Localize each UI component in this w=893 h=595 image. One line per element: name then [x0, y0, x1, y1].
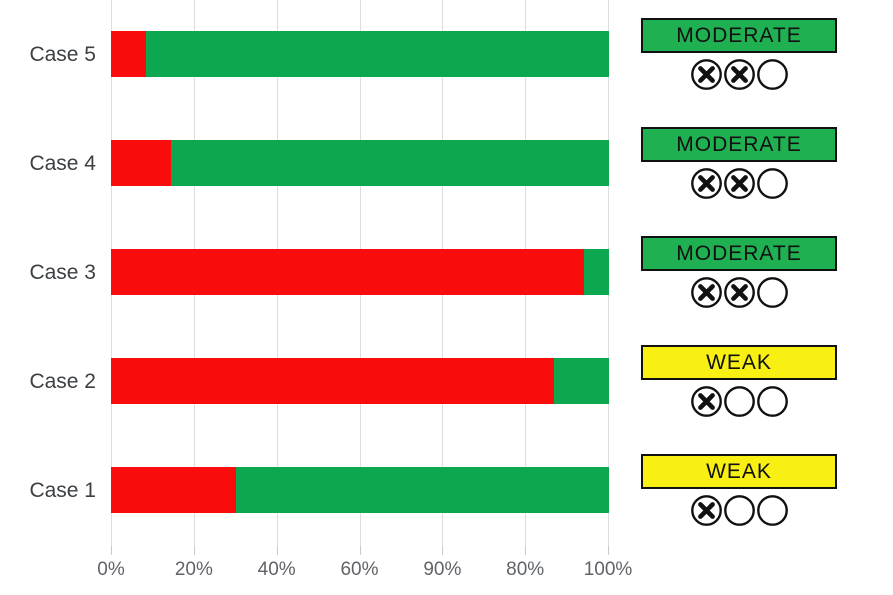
tick-mark — [608, 546, 609, 555]
bar-segment-green — [554, 358, 609, 404]
bar-segment-red — [111, 467, 236, 513]
tick-mark — [525, 546, 527, 555]
bar-track — [111, 140, 609, 186]
tick-mark — [193, 546, 195, 555]
cross-circle-icon — [690, 386, 722, 417]
consistency-marks — [690, 385, 789, 418]
empty-circle-icon — [756, 168, 788, 199]
x-tick-label: 20% — [174, 559, 213, 580]
case-label: Case 4 — [29, 151, 96, 175]
tick-mark — [276, 546, 278, 555]
bar-segment-green — [170, 140, 609, 186]
consistency-marks — [690, 276, 789, 309]
chart-rows: Case 5 MODERATE Case 4 MODERATE Case 3 MODERA… — [0, 0, 893, 545]
consistency-marks — [690, 167, 789, 200]
bar-segment-red — [111, 358, 555, 404]
consistency-marks — [690, 494, 789, 527]
case-row: Case 2 WEAK — [0, 327, 893, 436]
rating-badge: WEAK — [641, 454, 837, 489]
bar-segment-green — [584, 249, 609, 295]
empty-circle-icon — [756, 59, 788, 90]
empty-circle-icon — [723, 386, 755, 417]
empty-circle-icon — [756, 386, 788, 417]
x-tick-label: 0% — [97, 559, 125, 580]
bar-track — [111, 358, 609, 404]
rating-badge: MODERATE — [641, 236, 837, 271]
tick-mark — [442, 546, 444, 555]
x-axis: 0% 20% 40% 60% 90% 80% 100% — [0, 546, 893, 595]
case-row: Case 1 WEAK — [0, 436, 893, 545]
case-row: Case 3 MODERATE — [0, 218, 893, 327]
cross-circle-icon — [723, 59, 755, 90]
empty-circle-icon — [756, 495, 788, 526]
rating-badge: MODERATE — [641, 127, 837, 162]
bar-track — [111, 249, 609, 295]
bar-segment-red — [111, 140, 171, 186]
cross-circle-icon — [690, 168, 722, 199]
x-tick-label: 100% — [583, 559, 633, 580]
empty-circle-icon — [756, 277, 788, 308]
x-tick-label: 90% — [423, 559, 462, 580]
rating-column: MODERATE — [641, 218, 837, 327]
bar-segment-green — [235, 467, 609, 513]
x-tick-label: 80% — [506, 559, 545, 580]
bar-track — [111, 467, 609, 513]
case-label: Case 1 — [29, 478, 96, 502]
x-tick-label: 40% — [257, 559, 296, 580]
rating-column: WEAK — [641, 436, 837, 545]
x-tick-label: 60% — [340, 559, 379, 580]
bar-segment-red — [111, 249, 585, 295]
case-label: Case 2 — [29, 369, 96, 393]
cross-circle-icon — [690, 277, 722, 308]
cross-circle-icon — [690, 59, 722, 90]
bar-track — [111, 31, 609, 77]
tick-mark — [359, 546, 361, 555]
cross-circle-icon — [690, 495, 722, 526]
rating-column: MODERATE — [641, 0, 837, 109]
case-label: Case 3 — [29, 260, 96, 284]
case-row: Case 5 MODERATE — [0, 0, 893, 109]
case-label: Case 5 — [29, 42, 96, 66]
rating-badge: WEAK — [641, 345, 837, 380]
bar-segment-green — [145, 31, 609, 77]
cross-circle-icon — [723, 277, 755, 308]
bar-segment-red — [111, 31, 146, 77]
rating-column: MODERATE — [641, 109, 837, 218]
case-row: Case 4 MODERATE — [0, 109, 893, 218]
rating-badge: MODERATE — [641, 18, 837, 53]
cross-circle-icon — [723, 168, 755, 199]
consistency-marks — [690, 58, 789, 91]
rating-column: WEAK — [641, 327, 837, 436]
tick-mark — [111, 546, 112, 555]
empty-circle-icon — [723, 495, 755, 526]
